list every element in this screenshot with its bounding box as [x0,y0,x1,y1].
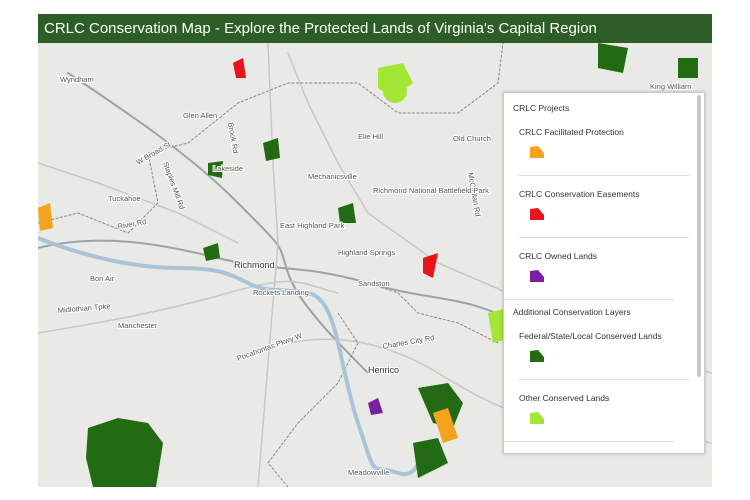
place-label: Meadowville [348,468,389,477]
place-label: Highland Springs [338,248,395,257]
place-label: King William [650,82,691,91]
map-app: Wyndham Glen Allen Brook Rd Staples Mill Rd… [38,14,712,487]
app-header: CRLC Conservation Map - Explore the Prot… [38,14,712,43]
place-label: Sandston [358,279,390,288]
place-label: Manchester [118,321,158,330]
legend-swatch [529,411,545,430]
place-label: Lakeside [213,164,243,173]
place-label: Tuckahoe [108,194,141,203]
place-label: Old Church [453,134,491,143]
legend-section-title: Additional Conservation Layers [513,307,631,317]
james-river [38,236,440,477]
place-label: Rockets Landing [253,288,309,297]
place-label: East Highland Park [280,221,344,230]
place-label: Richmond National Battlefield Park [373,186,489,195]
legend-swatch [529,145,545,164]
place-label: Chester [233,486,260,487]
legend-swatch [529,349,545,368]
place-label: Wyndham [60,75,94,84]
legend-separator [519,237,689,238]
legend-swatch [529,207,545,226]
legend-separator [504,299,674,300]
place-label: Richmond [234,260,275,270]
legend-panel: CRLC Projects CRLC Facilitated Protection… [503,92,705,454]
legend-separator [504,441,674,442]
legend-item-label: CRLC Conservation Easements [519,189,640,199]
legend-section-title: CRLC Projects [513,103,570,113]
legend-separator [519,379,689,380]
place-label: Bon Air [90,274,115,283]
place-label: Elie Hill [358,132,383,141]
legend-item-label: Other Conserved Lands [519,393,610,403]
legend-swatch [529,269,545,288]
legend-item-label: CRLC Owned Lands [519,251,597,261]
county-boundary [38,43,504,487]
legend-separator [519,175,689,176]
place-label: Mechanicsville [308,172,357,181]
scrollbar[interactable] [697,95,701,377]
place-label: Glen Allen [183,111,217,120]
place-label: Henrico [368,365,399,375]
legend-item-label: CRLC Facilitated Protection [519,127,624,137]
legend-item-label: Federal/State/Local Conserved Lands [519,331,662,341]
